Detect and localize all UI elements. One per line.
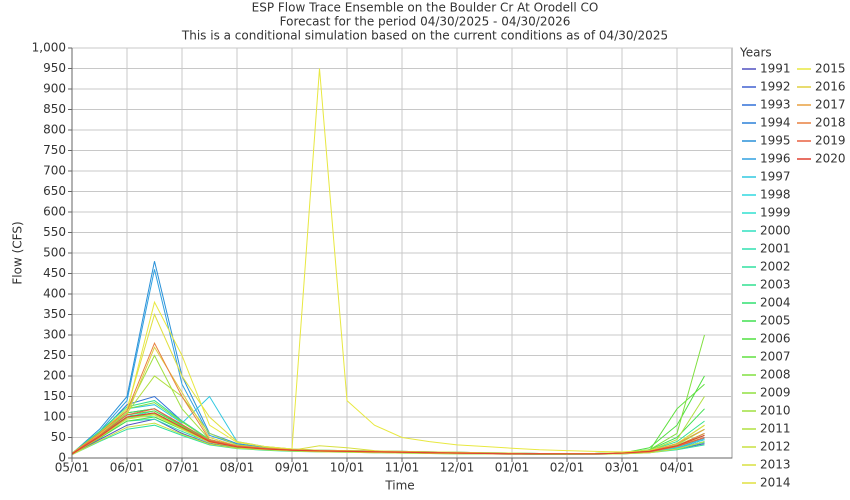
y-tick-label: 500 [43, 246, 66, 260]
legend-label: 2003 [760, 278, 791, 292]
legend-label: 2015 [815, 62, 846, 76]
legend-label: 2012 [760, 440, 791, 454]
legend-label: 2002 [760, 260, 791, 274]
y-tick-label: 450 [43, 266, 66, 280]
legend-label: 2000 [760, 224, 791, 238]
legend-label: 2005 [760, 314, 791, 328]
y-tick-label: 900 [43, 82, 66, 96]
legend-label: 2013 [760, 458, 791, 472]
y-tick-label: 400 [43, 287, 66, 301]
chart-subtitle: This is a conditional simulation based o… [181, 29, 668, 43]
legend-label: 2018 [815, 116, 846, 130]
y-tick-label: 250 [43, 348, 66, 362]
legend-label: 2019 [815, 134, 846, 148]
x-tick-label: 03/01 [605, 461, 640, 475]
legend-label: 1996 [760, 152, 791, 166]
x-tick-label: 08/01 [220, 461, 255, 475]
y-tick-label: 200 [43, 369, 66, 383]
legend-label: 1999 [760, 206, 791, 220]
legend-label: 2020 [815, 152, 846, 166]
legend-label: 2010 [760, 404, 791, 418]
legend-label: 1995 [760, 134, 791, 148]
x-axis-label: Time [384, 479, 414, 493]
legend-label: 1998 [760, 188, 791, 202]
y-tick-label: 850 [43, 102, 66, 116]
y-tick-label: 0 [58, 451, 66, 465]
legend-label: 2016 [815, 80, 846, 94]
y-tick-label: 700 [43, 164, 66, 178]
legend-label: 2007 [760, 350, 791, 364]
x-tick-label: 12/01 [440, 461, 475, 475]
legend-label: 2017 [815, 98, 846, 112]
legend-label: 1993 [760, 98, 791, 112]
x-tick-label: 04/01 [660, 461, 695, 475]
y-tick-label: 350 [43, 307, 66, 321]
y-tick-label: 800 [43, 123, 66, 137]
x-tick-label: 11/01 [385, 461, 420, 475]
chart-subtitle: Forecast for the period 04/30/2025 - 04/… [280, 15, 571, 29]
y-tick-label: 1,000 [32, 41, 66, 55]
series-line [71, 412, 705, 455]
x-tick-label: 02/01 [550, 461, 585, 475]
y-tick-label: 50 [51, 430, 66, 444]
legend-label: 1997 [760, 170, 791, 184]
series-line [71, 68, 705, 454]
x-tick-label: 05/01 [55, 461, 90, 475]
y-tick-label: 300 [43, 328, 66, 342]
legend-label: 2001 [760, 242, 791, 256]
y-tick-label: 750 [43, 143, 66, 157]
y-tick-label: 150 [43, 389, 66, 403]
y-tick-label: 550 [43, 225, 66, 239]
legend-label: 2009 [760, 386, 791, 400]
y-tick-label: 600 [43, 205, 66, 219]
legend-label: 2011 [760, 422, 791, 436]
y-tick-label: 100 [43, 410, 66, 424]
legend-label: 1992 [760, 80, 791, 94]
legend-label: 2008 [760, 368, 791, 382]
legend-label: 1994 [760, 116, 791, 130]
y-tick-label: 950 [43, 61, 66, 75]
legend-label: 1991 [760, 62, 791, 76]
legend-label: 2014 [760, 476, 791, 490]
legend-label: 2006 [760, 332, 791, 346]
legend-label: 2004 [760, 296, 791, 310]
y-tick-label: 650 [43, 184, 66, 198]
legend-title: Years [739, 46, 772, 60]
x-tick-label: 10/01 [330, 461, 365, 475]
x-tick-label: 07/01 [165, 461, 200, 475]
y-axis-label: Flow (CFS) [11, 221, 25, 284]
chart-title: ESP Flow Trace Ensemble on the Boulder C… [252, 1, 599, 15]
x-tick-label: 06/01 [110, 461, 145, 475]
x-tick-label: 01/01 [495, 461, 530, 475]
x-tick-label: 09/01 [275, 461, 310, 475]
